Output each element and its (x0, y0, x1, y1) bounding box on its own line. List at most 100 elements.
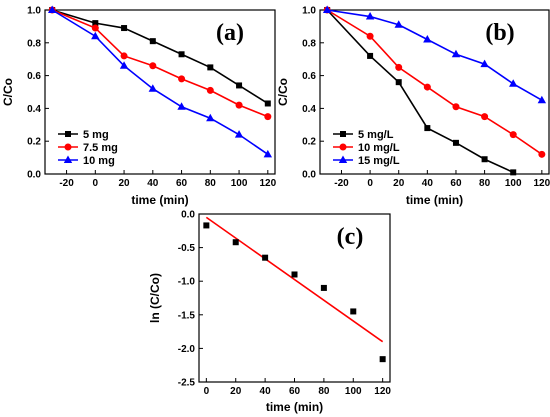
panel-c-series-1-point (262, 254, 269, 261)
panel-b-series-3-legend-label: 15 mg/L (358, 155, 400, 167)
panel-b-series-1-point (395, 79, 402, 86)
panel-b-series-2-line (326, 9, 543, 155)
panel-c-y-tick-label: 0.0 (181, 210, 195, 221)
panel-b-series-2-point (395, 63, 403, 71)
panel-b-plot-frame (319, 9, 550, 175)
panel-c-series-1-point (232, 239, 239, 246)
panel-a-series-1-legend-label: 5 mg (83, 129, 109, 141)
panel-a-series-2-point (178, 75, 186, 83)
panel-a-y-tick-label: 1.0 (27, 6, 41, 17)
panel-a-series-2-legend-label: 7.5 mg (83, 142, 118, 154)
panel-b-series-2-point (366, 32, 374, 40)
panel-a-series-3-point (91, 31, 100, 40)
panel-b-x-tick-label: 100 (505, 178, 522, 189)
panel-b-y-tick-label: 0.8 (302, 38, 316, 49)
panel-a-series-1-point (92, 20, 99, 27)
panel-b-series-2-point (423, 83, 431, 91)
panel-c-x-tick-label: 120 (374, 386, 391, 397)
panel-a-series-1-point (236, 82, 243, 89)
panel-a-y-tick-label: 0.2 (27, 137, 41, 148)
panel-a-series-1-line (51, 9, 269, 105)
panel-b-series-2-legend-label: 10 mg/L (358, 142, 400, 154)
panel-b-x-tick-label: -20 (334, 178, 349, 189)
panel-c-label: (c) (337, 224, 364, 250)
panel-b-x-tick-label: 40 (422, 178, 434, 189)
panel-b-x-tick-label: 60 (450, 178, 462, 189)
panel-a-y-tick-label: 0.6 (27, 71, 41, 82)
panel-b-y-tick-label: 0.0 (302, 170, 316, 181)
panel-a-series-3-point (206, 113, 215, 122)
panel-a-x-tick-label: 100 (231, 178, 248, 189)
panel-a-series-2-point (206, 86, 214, 94)
panel-a-series-2-line (51, 9, 269, 118)
panel-a-series-2-point (149, 62, 157, 70)
panel-c-x-tick-label: 100 (345, 386, 362, 397)
panel-b-y-tick-label: 0.2 (302, 137, 316, 148)
panel-b-x-tick-label: 120 (534, 178, 550, 189)
panel-a-series-1-point (149, 38, 156, 45)
panel-b-series-3-point (480, 59, 489, 68)
panel-a-x-tick-label: 40 (147, 178, 159, 189)
panel-a-series-3-point (47, 5, 57, 13)
panel-b-series-1-legend-label: 5 mg/L (358, 129, 394, 141)
panel-c-y-axis-label: ln (C/Co) (148, 273, 162, 323)
panel-c-x-tick-label: 60 (289, 386, 301, 397)
panel-a-x-tick-label: 120 (259, 178, 276, 189)
panel-a-x-tick-label: 60 (176, 178, 188, 189)
panel-a-series-1-point (178, 51, 185, 58)
panel-c-x-tick-label: 80 (318, 386, 330, 397)
panel-c-series-1-point (320, 284, 327, 291)
panel-b-series-3-point (394, 20, 403, 28)
panel-c-series-1-point (291, 271, 298, 278)
panel-a-x-tick-label: 80 (205, 178, 217, 189)
panel-a-y-tick-label: 0.0 (27, 170, 41, 181)
panel-b-chart: -20 0 20 40 60 80 100 120 0.0 0.2 0.4 0.6 0.8 1.0 time… (276, 5, 550, 207)
panel-b-series-3-point (451, 49, 461, 58)
panel-a-series-1-point (264, 100, 271, 107)
panel-c-y-tick-label: -1.0 (178, 277, 196, 288)
panel-a-y-axis-label: C/Co (1, 78, 15, 106)
panel-b-series-2-point (538, 150, 546, 158)
panel-a-plot-frame (44, 9, 276, 175)
panel-b-series-1-point (424, 125, 431, 132)
panel-c-y-tick-label: -1.5 (178, 310, 196, 321)
panel-a-series-1-legend-marker (65, 131, 71, 137)
panel-a-y-tick-label: 0.4 (27, 104, 41, 115)
panel-a-x-tick-label: -20 (59, 178, 74, 189)
panel-a-label: (a) (216, 20, 244, 46)
panel-a-x-tick-label: 20 (119, 178, 131, 189)
panel-b-series-3-point (423, 35, 432, 43)
panel-a-series-3-point (234, 130, 244, 138)
panel-b-y-axis-label: C/Co (276, 78, 290, 106)
panel-c-x-tick-label: 0 (204, 386, 210, 397)
panel-a-series-3-point (263, 149, 273, 158)
panel-b-series-1-point (452, 139, 459, 146)
panel-b-x-tick-label: 0 (367, 178, 373, 189)
panel-b-series-2-legend-marker (339, 143, 347, 151)
panel-b-series-2-point (481, 113, 489, 121)
panel-c-series-1-point (350, 308, 357, 315)
panel-b-series-3-legend-marker (338, 155, 348, 163)
panel-b-series-3-line (327, 9, 543, 101)
panel-a-series-3-point (148, 84, 158, 92)
panel-a-series-2-legend-marker (64, 143, 72, 151)
panel-a-series-2-point (120, 52, 128, 60)
panel-c-x-tick-label: 20 (230, 386, 242, 397)
panel-a-chart: -20 0 20 40 60 80 100 120 0.0 0.2 0.4 0.6 0.8 1.0 time… (1, 5, 277, 207)
panel-c-series-1-point (379, 356, 386, 363)
panel-b-x-axis-label: time (min) (406, 193, 463, 207)
panel-c-y-tick-label: -0.5 (178, 243, 196, 254)
panel-b-series-2-point (509, 131, 517, 139)
panel-c-x-axis-label: time (min) (266, 400, 323, 414)
panel-c-y-tick-label: -2.0 (178, 344, 196, 355)
panel-b-series-3-point (509, 79, 518, 87)
panel-b-x-tick-label: 80 (479, 178, 491, 189)
panel-a-x-axis-label: time (min) (131, 193, 188, 207)
panel-b-y-tick-label: 1.0 (302, 6, 316, 17)
panel-a-series-3-point (119, 61, 129, 69)
panel-a-x-tick-label: 0 (93, 178, 99, 189)
panel-b-series-3-point (537, 95, 547, 104)
panel-c-y-tick-label: -2.5 (178, 378, 196, 389)
panel-a-series-3-line (51, 9, 269, 155)
